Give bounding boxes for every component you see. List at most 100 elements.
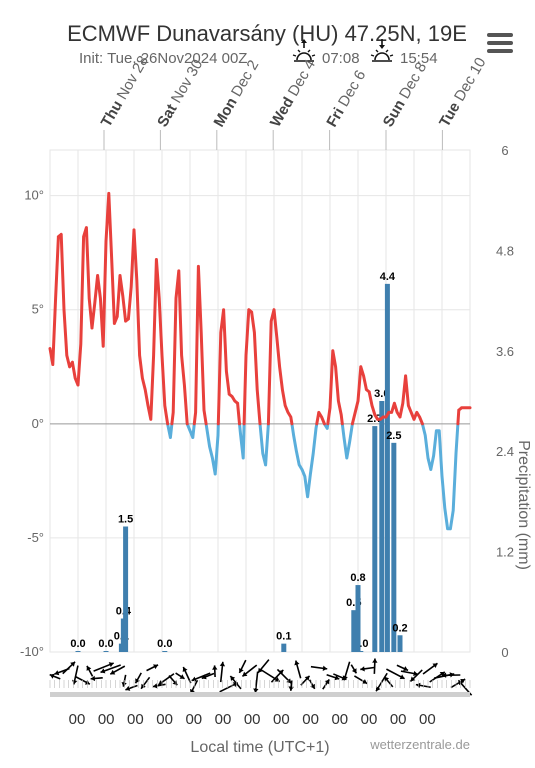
bottom-tick-label: 00 [361,711,378,728]
chart-title: ECMWF Dunavarsány (HU) 47.25N, 19E [67,21,467,46]
sunrise-icon [292,39,316,62]
precip-axis-label: Precipitation (mm) [515,440,532,570]
wind-arrow-head [441,672,447,678]
wind-arrow-head [70,661,76,667]
date-label-group: Tue Dec 10 [436,55,489,130]
precip-bar-label: 2.7 [367,413,382,425]
precip-bar-label: 1.5 [118,514,133,526]
precip-bar [384,283,390,652]
wind-arrow-head [413,670,418,677]
wind-arrow-head [294,660,300,666]
wind-arrow-head [342,675,348,681]
wind-arrow-head [375,686,381,692]
wind-arrow-head [310,683,315,689]
bottom-tick-label: 00 [156,711,173,728]
sunset-time: 15:54 [400,50,438,67]
wind-arrow-head [415,682,421,688]
wind-arrow-head [432,663,438,668]
bottom-tick-label: 00 [302,711,319,728]
bottom-tick-label: 00 [390,711,407,728]
temperature-line-cold [166,422,460,531]
wind-arrows [49,658,473,696]
wind-arrow-head [399,674,405,680]
right-tick-label: 0 [501,645,508,660]
sunset-icon [370,39,394,62]
wind-arrow-head [191,676,197,682]
precip-bar-label: 0.0 [157,638,172,650]
wind-arrow-head [351,668,357,674]
wind-arrow-head [201,674,207,680]
precip-bar [123,526,129,652]
wind-arrow-head [135,678,140,684]
wind-arrow-head [212,665,218,670]
date-label-group: Wed Dec 4 [267,57,319,130]
wind-arrow-head [125,685,131,691]
bottom-tick-label: 00 [244,711,261,728]
left-tick-label: 10° [24,188,44,203]
wind-arrow-head [439,671,445,677]
scrollbar-track [50,692,470,697]
precipitation-bars: 0.00.00.10.41.50.00.10.00.50.82.73.04.42… [70,271,408,652]
init-text: Init: Tue, 26Nov2024 00Z [79,50,247,67]
precip-bar [358,651,364,652]
wind-arrow-head [108,662,114,668]
wind-arrow-head [54,670,60,676]
hamburger-menu-icon[interactable] [487,33,513,53]
date-label-group: Fri Dec 6 [323,67,369,130]
bottom-tick-label: 00 [69,711,86,728]
bottom-tick-label: 00 [215,711,232,728]
precip-bar [103,651,109,652]
precip-bar-label: 0.2 [392,622,407,634]
wind-arrow-head [238,667,244,673]
wind-arrow-head [219,661,226,667]
date-label: Wed Dec 4 [267,57,319,130]
precip-bar [75,651,81,652]
wind-arrow-head [304,675,310,681]
wind-arrow-head [182,667,188,672]
left-tick-label: -5° [27,530,44,545]
date-label-group: Mon Dec 2 [211,57,263,130]
date-label: Mon Dec 2 [211,57,263,130]
date-label: Fri Dec 6 [323,67,369,130]
wind-arrow-head [258,667,263,673]
right-tick-label: 4.8 [496,243,514,258]
bottom-tick-label: 00 [185,711,202,728]
precip-bar [281,643,287,652]
bottom-tick-label: 00 [419,711,436,728]
precip-bar [351,610,357,652]
wind-arrow-head [152,683,158,689]
right-tick-label: 3.6 [496,344,514,359]
right-tick-label: 6 [501,143,508,158]
wind-arrow-head [230,676,236,681]
left-tick-label: -10° [20,644,44,659]
wind-arrow-head [362,679,368,684]
wind-arrow-head [242,671,248,677]
precip-bar [391,442,397,652]
wind-arrow-head [153,664,159,670]
left-tick-label: 0° [32,416,44,431]
bottom-axis: 00 00 00 00 00 00 00 00 00 00 00 00 00 [50,692,470,728]
wind-arrow-head [49,673,55,679]
wind-arrow-head [86,665,92,671]
precip-bar [397,635,403,652]
precip-bar-label: 0.8 [350,572,365,584]
wind-arrow-head [100,668,106,674]
date-label-group: Sat Nov 30 [154,57,206,130]
precip-bar-label: 4.4 [380,271,396,283]
wind-arrow-head [286,678,292,684]
precip-bar-label: 0.0 [98,638,113,650]
precip-bar [372,426,378,652]
bottom-tick-label: 00 [273,711,290,728]
temperature-line-warm [48,191,472,426]
wind-arrow-head [384,676,390,682]
wind-arrow-head [121,682,127,687]
precip-bar [355,585,361,652]
date-label: Tue Dec 10 [436,55,489,130]
precip-bar [162,651,168,652]
bottom-tick-label: 00 [98,711,115,728]
date-label: Sun Dec 8 [380,59,431,130]
y-axes: 10° 5° 0° -5° -10° 6 4.8 3.6 2.4 1.2 0 [20,143,514,660]
wind-arrow-head [403,666,409,672]
wind-arrow-head [334,675,340,681]
